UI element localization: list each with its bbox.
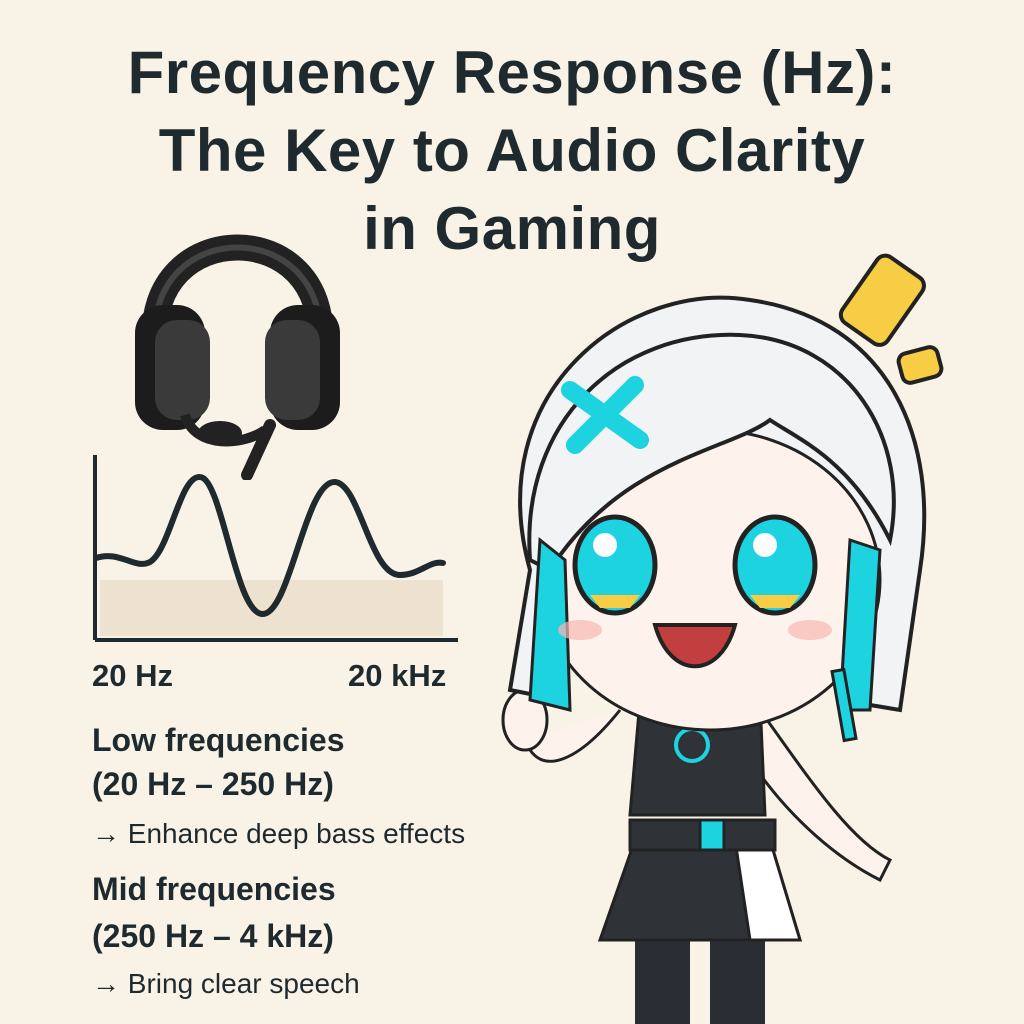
headphones-illustration	[135, 234, 340, 480]
title-line-1: Frequency Response (Hz):	[127, 39, 897, 106]
title-line-3: in Gaming	[363, 195, 661, 262]
x-max-label: 20 kHz	[348, 658, 447, 693]
page-title: Frequency Response (Hz): The Key to Audi…	[0, 34, 1024, 268]
low-frequencies-heading: Low frequencies	[92, 722, 345, 758]
mid-frequencies-description: → Bring clear speech	[92, 968, 360, 999]
response-curve	[93, 474, 446, 617]
exclamation-icon	[838, 253, 926, 347]
title-line-2: The Key to Audio Clarity	[158, 117, 866, 184]
anime-character-illustration	[501, 253, 944, 1024]
low-frequencies-description: → Enhance deep bass effects	[92, 818, 466, 849]
mid-frequencies-heading: Mid frequencies	[92, 871, 336, 907]
low-frequencies-range: (20 Hz – 250 Hz)	[92, 766, 334, 802]
mid-frequencies-range: (250 Hz – 4 kHz)	[92, 918, 334, 954]
x-min-label: 20 Hz	[92, 658, 173, 693]
frequency-response-chart	[93, 455, 458, 642]
